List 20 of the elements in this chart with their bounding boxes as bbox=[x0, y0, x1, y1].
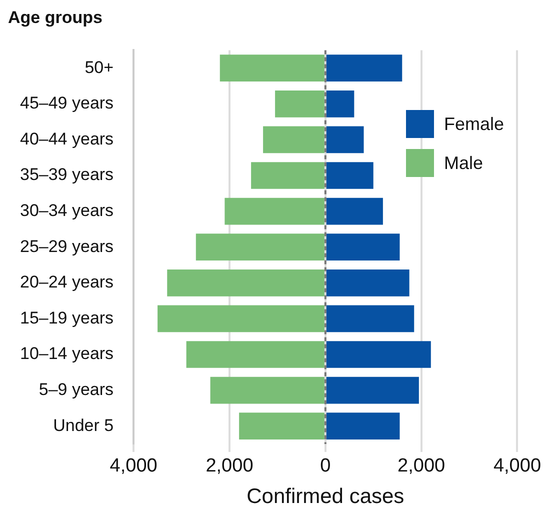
x-tick-label: 0 bbox=[320, 456, 331, 477]
y-tick-label: Under 5 bbox=[53, 416, 114, 435]
x-tick-label: 4,000 bbox=[110, 456, 158, 477]
y-tick-label: 25–29 years bbox=[20, 236, 114, 256]
y-tick-label: 5–9 years bbox=[38, 380, 114, 399]
y-tick-label: 15–19 years bbox=[20, 308, 114, 328]
y-tick-label: 20–24 years bbox=[20, 272, 114, 292]
y-tick-label: 35–39 years bbox=[20, 165, 114, 184]
x-tick-label: 4,000 bbox=[493, 456, 541, 477]
x-axis-title: Confirmed cases bbox=[246, 485, 404, 508]
legend-label: Male bbox=[444, 152, 483, 174]
y-tick-label: 45–49 years bbox=[20, 94, 114, 113]
y-tick-label: 40–44 years bbox=[20, 129, 114, 148]
x-tick-label: 2,000 bbox=[206, 456, 254, 477]
x-tick-label: 2,000 bbox=[398, 456, 446, 477]
y-tick-label: 10–14 years bbox=[20, 344, 114, 364]
y-tick-label: 30–34 years bbox=[20, 200, 114, 220]
y-tick-label: 50+ bbox=[84, 58, 114, 77]
legend-label: Female bbox=[444, 114, 504, 134]
chart-title: Age groups bbox=[8, 8, 104, 28]
